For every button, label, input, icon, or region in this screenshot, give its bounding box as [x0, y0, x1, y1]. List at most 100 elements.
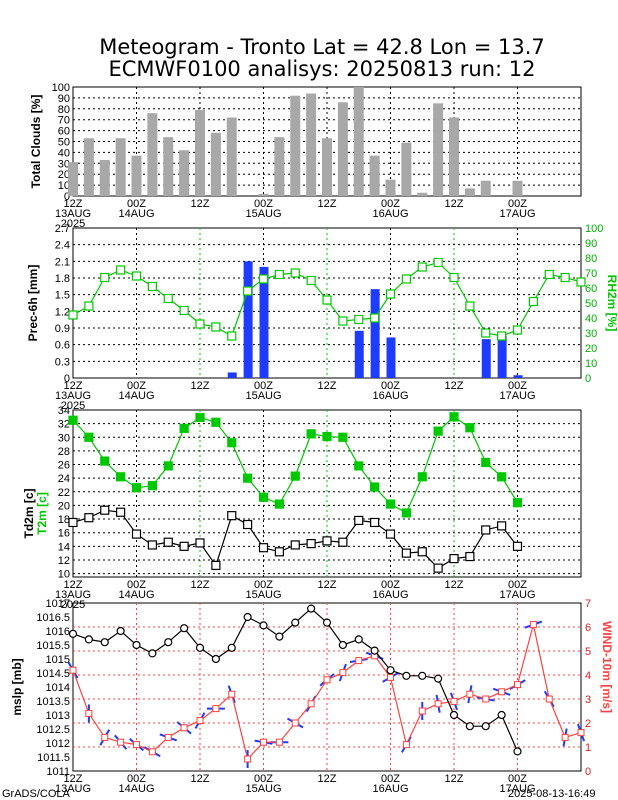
cloud-bar	[433, 103, 444, 196]
precip-axis-label: Prec-6h [mm]	[26, 265, 40, 342]
mslp-marker	[211, 654, 220, 664]
wind-speed-marker	[545, 695, 553, 703]
mslp-marker	[354, 635, 363, 644]
td2m-marker	[84, 513, 94, 523]
mslp-ytick-label: 1013	[46, 710, 70, 722]
cloud-bar	[258, 193, 269, 196]
rh-marker	[528, 296, 538, 307]
time-tick-label: 12Z	[191, 773, 210, 785]
mslp-line	[72, 607, 519, 752]
cloud-bar	[115, 138, 126, 196]
rh-ytick-label: 10	[585, 358, 597, 370]
td2m-marker	[385, 529, 396, 539]
rh-marker	[306, 275, 316, 286]
time-tick-label: 12Z	[191, 380, 210, 392]
mslp-marker	[180, 624, 189, 633]
time-tick-label: 00Z	[254, 773, 273, 785]
cloud-bar	[131, 155, 142, 196]
cloud-bar	[337, 102, 348, 196]
t2m-marker	[116, 472, 126, 482]
year-tick-label: 2025	[61, 218, 85, 230]
temp-ytick-label: 14	[58, 541, 70, 553]
date-tick-label: 17AUG	[499, 589, 535, 601]
time-tick-label: 00Z	[381, 773, 400, 785]
year-tick-label: 2025	[61, 400, 85, 412]
precip-ytick-label: 0.3	[55, 356, 70, 368]
rh-marker	[417, 262, 427, 272]
wind-speed-marker	[307, 700, 315, 708]
cloud-bar	[179, 150, 190, 196]
mslp-ytick-label: 1014.5	[36, 668, 70, 680]
td2m-marker	[68, 517, 78, 528]
mslp-ytick-label: 1015.5	[36, 640, 70, 652]
td2m-marker	[290, 540, 300, 550]
wind-ytick-label: 1	[585, 742, 591, 754]
time-tick-label: 12Z	[445, 579, 464, 591]
precip-ytick-label: 2.1	[55, 256, 70, 268]
wind-speed-marker	[133, 741, 140, 749]
date-tick-label: 16AUG	[372, 589, 408, 601]
time-tick-label: 00Z	[127, 198, 146, 210]
mslp-marker	[497, 710, 506, 720]
cloud-bar	[195, 109, 205, 196]
wind-speed-marker	[498, 688, 506, 696]
precip-ytick-label: 1.8	[55, 273, 70, 285]
rh-marker	[385, 289, 396, 299]
t2m-marker	[465, 423, 475, 433]
precip-bar	[243, 261, 253, 378]
rh-ytick-label: 70	[585, 268, 597, 280]
temp-ytick-label: 28	[58, 446, 70, 458]
wind-speed-marker	[275, 738, 283, 746]
td2m-marker	[433, 563, 443, 573]
clouds-ytick-label: 80	[58, 104, 70, 116]
precip-ytick-label: 2.7	[55, 223, 70, 235]
rh-ytick-label: 0	[585, 373, 591, 385]
rh-marker	[338, 316, 348, 326]
wind-speed-marker	[117, 738, 125, 746]
rh-marker	[512, 325, 523, 335]
time-tick-label: 00Z	[127, 773, 146, 785]
mslp-ytick-label: 1014	[46, 682, 70, 694]
chart-title-line1: Meteogram - Tronto Lat = 42.8 Lon = 13.7	[99, 35, 544, 59]
rh-marker	[195, 319, 205, 329]
t2m-axis-label: T2m [c]	[35, 492, 49, 535]
t2m-marker	[100, 456, 110, 466]
time-tick-label: 00Z	[508, 773, 527, 785]
td2m-marker	[512, 541, 523, 551]
wind-speed-marker	[418, 707, 426, 715]
wind-speed-marker	[482, 695, 490, 703]
mslp-marker	[275, 632, 284, 641]
time-tick-label: 00Z	[508, 380, 527, 392]
cloud-bar	[464, 188, 475, 196]
rh-ytick-label: 40	[585, 313, 597, 325]
rh-marker	[433, 257, 443, 268]
wind-speed-marker	[514, 681, 521, 689]
td2m-marker	[481, 525, 491, 535]
wind-speed-marker	[339, 669, 347, 677]
td2m-marker	[163, 537, 173, 547]
rh-marker	[163, 293, 173, 304]
t2m-marker	[274, 499, 284, 509]
time-tick-label: 00Z	[127, 380, 146, 392]
clouds-ytick-label: 60	[58, 126, 70, 138]
rh-marker	[131, 271, 142, 281]
wind-speed-marker	[164, 733, 172, 741]
time-tick-label: 12Z	[445, 773, 464, 785]
wind-speed-marker	[355, 657, 363, 665]
rh-ytick-label: 60	[585, 283, 597, 295]
mslp-marker	[227, 643, 236, 652]
clouds-axis-label: Total Clouds [%]	[29, 95, 43, 189]
time-tick-label: 00Z	[254, 579, 273, 591]
cloud-bar	[68, 162, 78, 196]
cloud-bar	[226, 117, 237, 196]
date-tick-label: 13AUG	[55, 783, 91, 795]
mslp-marker	[243, 612, 252, 622]
cloud-bar	[353, 87, 364, 196]
time-tick-label: 12Z	[191, 579, 210, 591]
date-tick-label: 17AUG	[499, 783, 535, 795]
rh-marker	[449, 272, 459, 283]
wind-speed-marker	[69, 666, 77, 674]
rh-marker	[481, 328, 491, 338]
cloud-bar	[274, 137, 285, 196]
